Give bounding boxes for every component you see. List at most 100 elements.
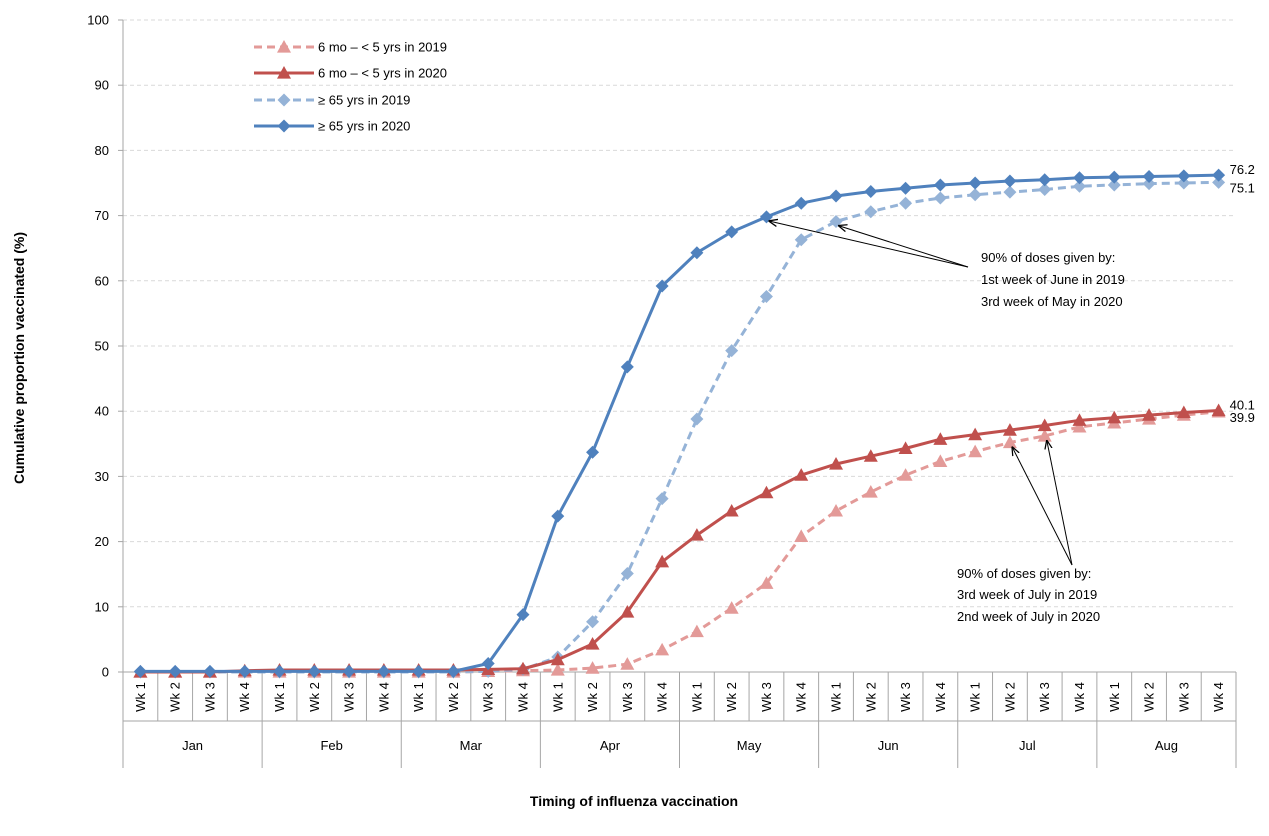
y-tick-label-30: 30 xyxy=(95,469,109,484)
x-week-label: Wk 3 xyxy=(202,682,217,712)
x-week-label: Wk 3 xyxy=(620,682,635,712)
series-4-point xyxy=(829,189,843,203)
x-month-label-jan: Jan xyxy=(182,738,203,753)
x-week-label: Wk 1 xyxy=(689,682,704,712)
annotation-2-arrow-2019 xyxy=(1047,440,1073,566)
series-2-point xyxy=(1176,405,1191,419)
series-4-point xyxy=(968,176,982,190)
series-3-point xyxy=(1107,178,1121,192)
annotation-2-arrow-2020 xyxy=(1012,446,1073,566)
series-1-point xyxy=(689,624,704,638)
series-4-point xyxy=(1072,171,1086,185)
series-4-point xyxy=(620,360,634,374)
x-week-label: Wk 4 xyxy=(515,682,530,712)
legend-label-4: ≥ 65 yrs in 2020 xyxy=(318,119,410,134)
x-week-label: Wk 1 xyxy=(1107,682,1122,712)
x-month-label-mar: Mar xyxy=(460,738,483,753)
end-labels: 39.940.1 75.1 76.2 xyxy=(1230,162,1255,425)
y-tick-label-90: 90 xyxy=(95,78,109,93)
y-tick-label-100: 100 xyxy=(87,13,109,28)
series-4-point xyxy=(690,246,704,260)
series-2-point xyxy=(1211,403,1226,417)
series-4-point xyxy=(377,664,391,678)
series-1-point xyxy=(1002,435,1017,449)
legend: 6 mo – < 5 yrs in 2019 6 mo – < 5 yrs in … xyxy=(254,40,447,134)
series-4-point xyxy=(307,664,321,678)
x-week-label: Wk 2 xyxy=(307,682,322,712)
series-2-point xyxy=(620,605,635,618)
legend-label-2: 6 mo – < 5 yrs in 2020 xyxy=(318,66,447,81)
x-week-label: Wk 4 xyxy=(655,682,670,712)
series-1-point xyxy=(724,601,739,614)
series-2-point xyxy=(689,528,704,541)
series-4-point xyxy=(1177,169,1191,183)
annotation-1-line-1: 90% of doses given by: xyxy=(981,250,1115,265)
series-2-point xyxy=(1142,408,1157,421)
series-3-point xyxy=(586,615,600,629)
x-week-label: Wk 4 xyxy=(376,682,391,712)
legend-swatch-marker xyxy=(277,119,291,133)
series-3-point xyxy=(1072,179,1086,193)
y-tick-label-0: 0 xyxy=(102,665,109,680)
series-4-point xyxy=(1003,174,1017,188)
series-4-point xyxy=(1107,170,1121,184)
series-1-line xyxy=(140,410,1219,674)
x-week-label: Wk 1 xyxy=(550,682,565,712)
series-1-point xyxy=(1072,419,1087,433)
series-2-point xyxy=(1072,413,1087,426)
series-2-point xyxy=(655,554,670,568)
series-3-point xyxy=(655,492,669,506)
x-week-label: Wk 4 xyxy=(1211,682,1226,712)
series-3-point xyxy=(759,289,773,303)
series-4-point xyxy=(586,445,600,459)
x-month-label-aug: Aug xyxy=(1155,738,1178,753)
x-week-label: Wk 2 xyxy=(863,682,878,712)
series-2-point xyxy=(898,441,913,454)
series-4-point xyxy=(516,608,530,622)
x-week-label: Wk 1 xyxy=(272,682,287,712)
x-month-label-apr: Apr xyxy=(600,738,621,753)
annotation-1-arrow-2019 xyxy=(838,225,969,268)
y-axis: 0 10 20 30 40 50 60 70 80 90 100 xyxy=(87,13,124,680)
series-4 xyxy=(133,168,1226,678)
series-2-point xyxy=(829,457,844,470)
series-4-point xyxy=(133,664,147,678)
series-4-point xyxy=(1212,168,1226,182)
series-3-point xyxy=(968,188,982,202)
x-week-label: Wk 4 xyxy=(794,682,809,712)
end-label-series-4: 76.2 xyxy=(1230,162,1255,177)
series-3-point xyxy=(1177,176,1191,190)
series-2-point xyxy=(759,485,774,499)
x-week-label: Wk 2 xyxy=(1142,682,1157,712)
x-week-label: Wk 1 xyxy=(968,682,983,712)
series-4-point xyxy=(342,664,356,678)
series-1-point xyxy=(759,576,774,589)
series-3-point xyxy=(1212,175,1226,189)
annotation-1-line-2: 1st week of June in 2019 xyxy=(981,272,1125,287)
series-2-point xyxy=(724,503,739,517)
x-week-label: Wk 2 xyxy=(446,682,461,712)
legend-label-1: 6 mo – < 5 yrs in 2019 xyxy=(318,40,447,55)
y-tick-label-70: 70 xyxy=(95,208,109,223)
series-4-point xyxy=(1142,169,1156,183)
x-week-label: Wk 3 xyxy=(342,682,357,712)
series-4-point xyxy=(238,664,252,678)
series-4-point xyxy=(446,664,460,678)
series-1-point xyxy=(968,444,983,458)
series-4-point xyxy=(864,184,878,198)
series-1-point xyxy=(585,661,600,674)
x-week-label: Wk 2 xyxy=(168,682,183,712)
series-4-point xyxy=(551,509,565,523)
series-4-point xyxy=(412,664,426,678)
legend-label-3: ≥ 65 yrs in 2019 xyxy=(318,93,410,108)
x-axis: Wk 1 Wk 2 Wk 3 Wk 4 Wk 1 Wk 2 Wk 3 Wk 4 Wk 1 Wk 2… xyxy=(122,671,1237,768)
series-4-point xyxy=(899,181,913,195)
series-1-point xyxy=(863,485,878,498)
series-4-point xyxy=(794,196,808,210)
x-week-label: Wk 1 xyxy=(829,682,844,712)
series-3-point xyxy=(1142,177,1156,191)
series-3-point xyxy=(690,412,704,426)
annotations: 90% of doses given by: 1st week of June … xyxy=(957,250,1125,624)
annotation-2-line-2: 3rd week of July in 2019 xyxy=(957,587,1097,602)
series-3-point xyxy=(864,205,878,219)
